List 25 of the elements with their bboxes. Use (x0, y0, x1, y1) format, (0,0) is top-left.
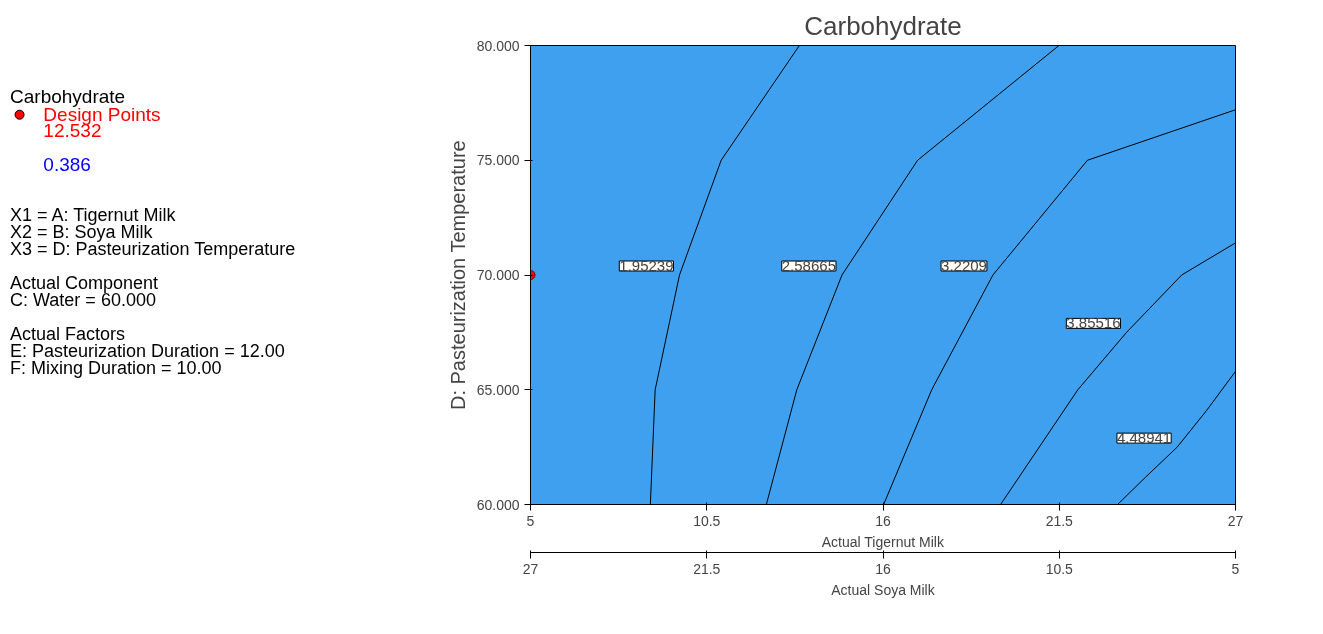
text: X1 = A: Tigernut Milk (10, 205, 177, 226)
x2-tick-label: 10.5 (1045, 560, 1074, 577)
x2-tick-label: 21.5 (693, 560, 721, 577)
x2-axis-title: Actual Soya Milk (831, 581, 936, 598)
x2-tick-label: 5 (1231, 560, 1240, 577)
x-tick-label: 16 (875, 512, 891, 529)
x2-tick-label: 27 (522, 560, 539, 577)
x-axis-title: Actual Tigernut Milk (821, 533, 945, 550)
y-axis-title: D: Pasteurization Temperature (446, 140, 469, 411)
series-label: 1.95239 (619, 257, 674, 274)
x-tick-label: 21.5 (1045, 512, 1074, 529)
x2-tick-label: 16 (875, 560, 891, 577)
text: 0.386 (43, 153, 91, 175)
y-tick-label: 70.000 (476, 267, 520, 283)
chart-title: Carbohydrate (804, 10, 962, 41)
y-tick-label: 60.000 (476, 496, 520, 513)
x-tick-label: 27 (1227, 512, 1244, 529)
series-label: 3.85516 (1066, 314, 1121, 332)
y-tick-label: 75.000 (476, 152, 520, 169)
y-tick-label: 65.000 (476, 381, 520, 398)
text: Actual Component (10, 273, 159, 294)
x-tick-label: 5 (526, 512, 535, 529)
text: Carbohydrate (10, 86, 126, 107)
y-tick-label: 80.000 (476, 37, 520, 54)
x-tick-label: 10.5 (693, 512, 721, 529)
